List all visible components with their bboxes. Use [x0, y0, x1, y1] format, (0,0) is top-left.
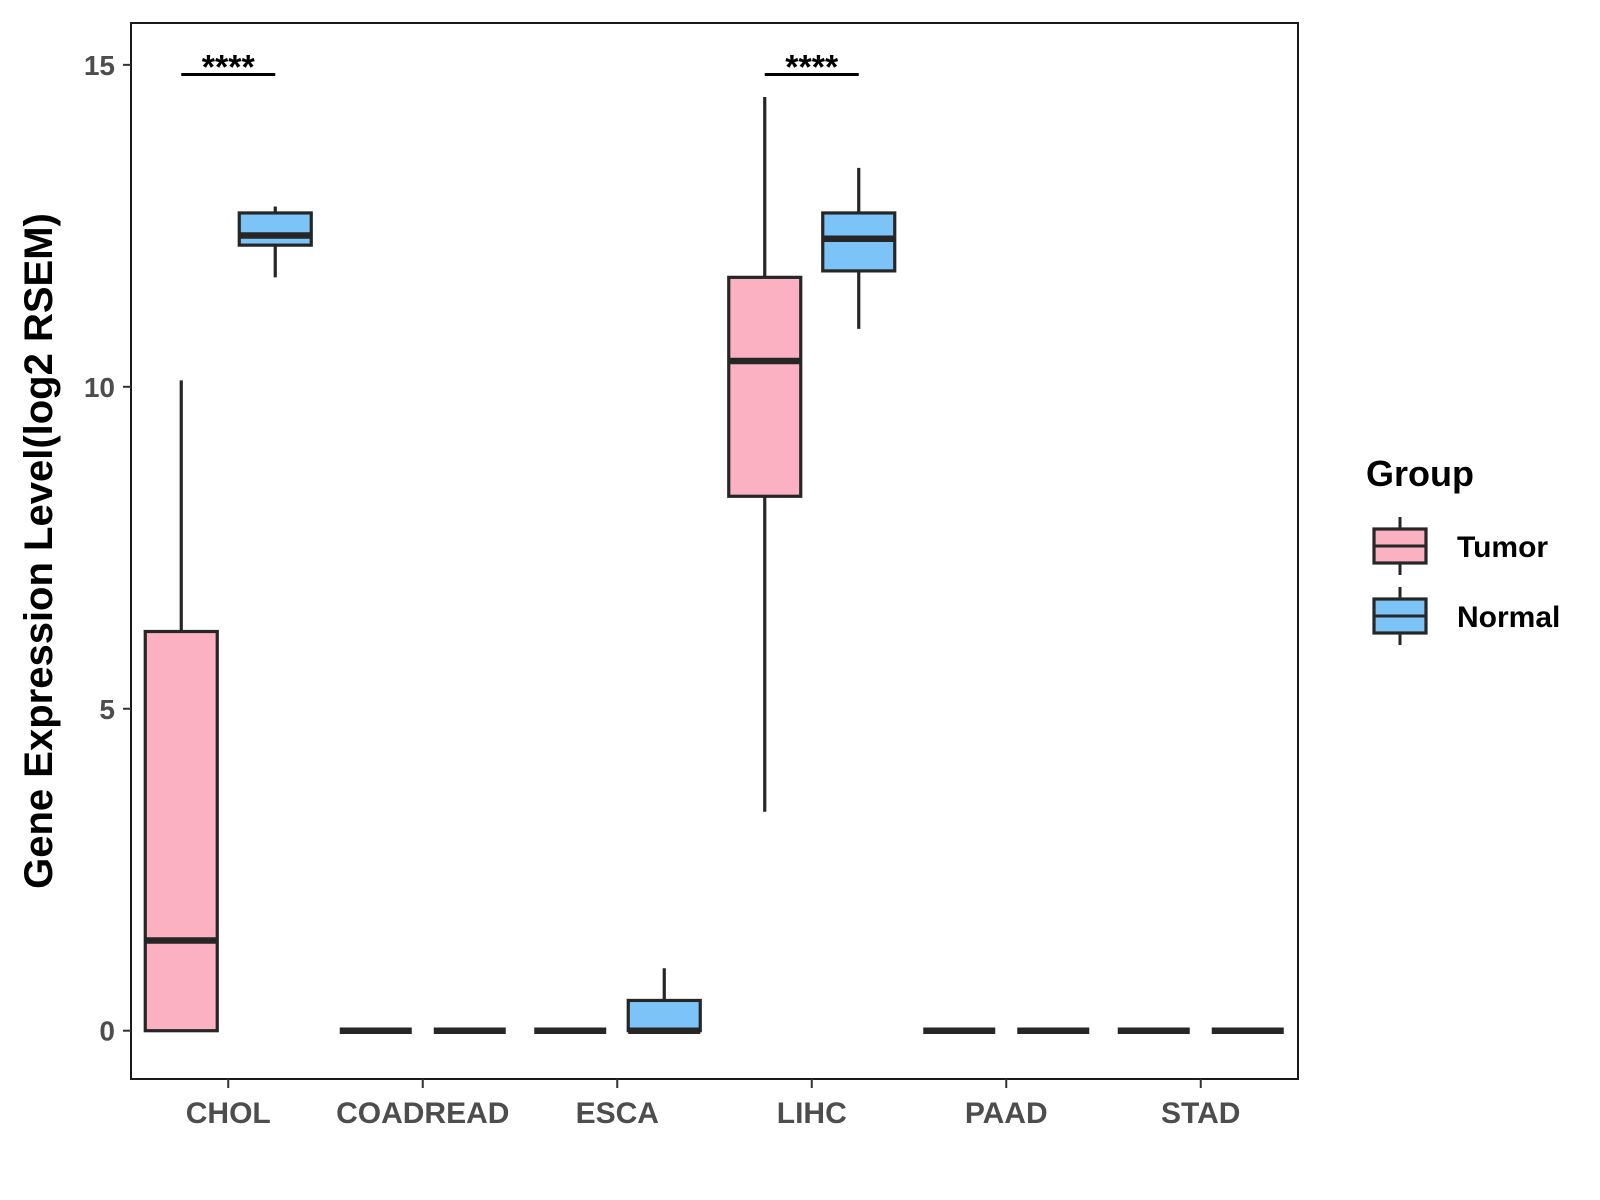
x-tick-label: LIHC — [777, 1097, 847, 1130]
y-tick-label: 10 — [84, 372, 115, 403]
box-body — [237, 211, 313, 247]
y-tick-label: 0 — [99, 1016, 115, 1047]
significance-label: **** — [202, 49, 256, 87]
legend-entries: Tumor Normal — [1372, 517, 1560, 645]
legend-entry-normal: Normal — [1372, 587, 1560, 645]
box-tumor-chol — [143, 380, 219, 1033]
x-axis: CHOL COADREAD ESCA LIHC PAAD STAD — [186, 1079, 1240, 1130]
y-axis: 0 5 10 15 — [84, 50, 131, 1047]
legend: Group Tumor Normal — [1366, 453, 1560, 645]
box-tumor-lihc — [727, 97, 803, 812]
x-tick-label: ESCA — [576, 1097, 659, 1130]
box-normal-chol — [237, 206, 313, 278]
y-tick-label: 15 — [84, 50, 115, 81]
box-body — [143, 629, 219, 1033]
box-normal-esca — [626, 968, 702, 1034]
significance-annotations: **** **** — [181, 49, 859, 87]
y-axis-title: Gene Expression Level(log2 RSEM) — [17, 213, 61, 889]
significance-label: **** — [785, 49, 839, 87]
x-tick-label: STAD — [1161, 1097, 1240, 1130]
plot-panel — [130, 22, 1299, 1080]
x-tick-label: COADREAD — [336, 1097, 509, 1130]
legend-entry-label: Tumor — [1457, 531, 1548, 564]
legend-entry-tumor: Tumor — [1372, 517, 1548, 575]
box-body — [727, 275, 803, 498]
box-normal-lihc — [821, 167, 897, 329]
box-body — [626, 998, 702, 1033]
legend-entry-label: Normal — [1457, 601, 1560, 634]
legend-title: Group — [1366, 453, 1474, 494]
box-series — [143, 97, 1284, 1034]
x-tick-label: PAAD — [965, 1097, 1048, 1130]
x-tick-label: CHOL — [186, 1097, 271, 1130]
y-tick-label: 5 — [99, 694, 115, 725]
